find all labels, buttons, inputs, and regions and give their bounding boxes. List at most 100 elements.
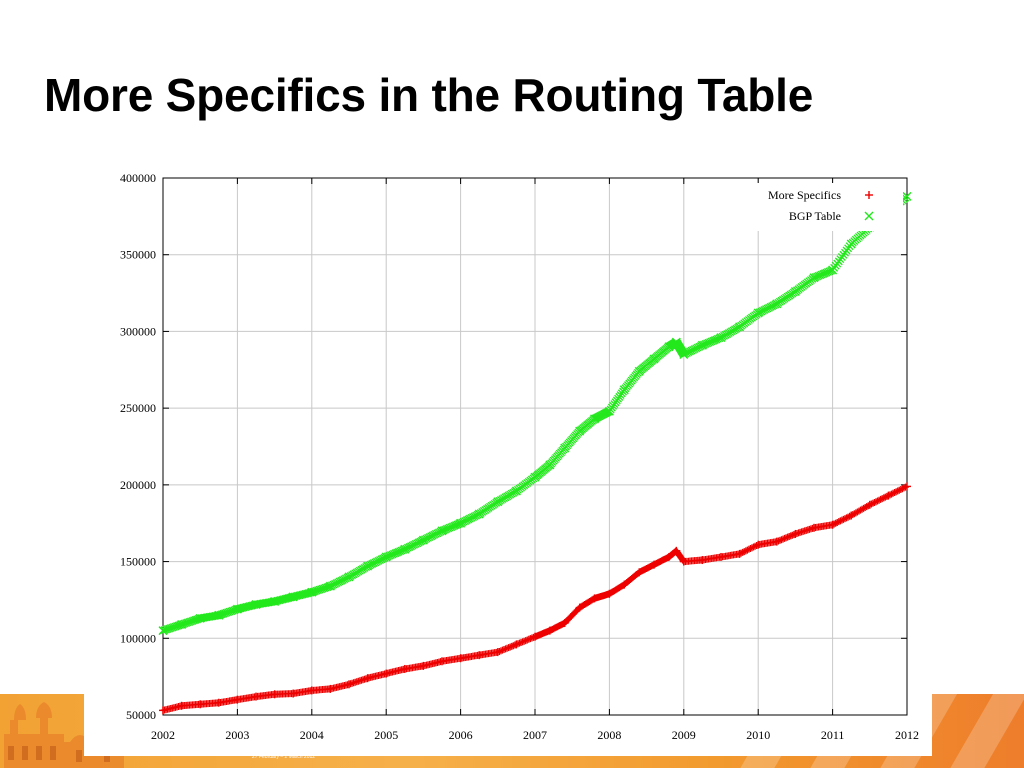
data-point bbox=[177, 701, 186, 710]
data-point bbox=[884, 491, 893, 500]
data-point bbox=[531, 632, 539, 641]
data-point bbox=[345, 680, 353, 689]
data-point bbox=[326, 684, 335, 693]
data-point bbox=[159, 706, 167, 715]
data-point bbox=[214, 698, 223, 707]
x-tick-label: 2012 bbox=[895, 728, 919, 742]
data-point bbox=[512, 640, 521, 649]
x-tick-label: 2005 bbox=[374, 728, 398, 742]
legend-marker bbox=[865, 191, 873, 199]
data-point bbox=[545, 626, 554, 635]
data-point bbox=[809, 273, 819, 283]
legend-background bbox=[727, 183, 903, 231]
legend-marker bbox=[864, 211, 874, 221]
data-point bbox=[672, 546, 681, 555]
data-point bbox=[307, 587, 317, 597]
data-point bbox=[475, 651, 484, 660]
data-point bbox=[604, 406, 614, 416]
series-trace bbox=[159, 193, 910, 635]
data-point bbox=[575, 603, 584, 612]
y-tick-label: 250000 bbox=[120, 401, 156, 415]
data-point bbox=[716, 333, 726, 343]
data-point bbox=[419, 661, 428, 670]
routing-table-chart: 2002 2003 2004 2005 2006 2007 2008 2009 2010 2011… bbox=[120, 171, 919, 742]
data-point bbox=[810, 523, 818, 532]
data-point bbox=[590, 594, 599, 603]
data-point bbox=[664, 342, 674, 352]
data-point bbox=[828, 520, 837, 529]
data-point bbox=[177, 619, 187, 629]
x-tick-label: 2007 bbox=[523, 728, 547, 742]
data-point bbox=[456, 518, 466, 528]
data-point bbox=[511, 486, 521, 496]
data-point bbox=[325, 581, 335, 591]
legend-label-more-specifics: More Specifics bbox=[768, 188, 841, 202]
data-point bbox=[195, 613, 205, 623]
data-point bbox=[400, 664, 409, 673]
data-point bbox=[772, 299, 782, 309]
legend: More Specifics BGP Table bbox=[727, 183, 903, 231]
data-point bbox=[679, 557, 688, 566]
y-tick-label: 100000 bbox=[120, 631, 156, 645]
data-point bbox=[560, 618, 569, 627]
data-point bbox=[649, 354, 659, 364]
data-point bbox=[474, 509, 484, 519]
data-point bbox=[635, 568, 644, 577]
data-point bbox=[232, 604, 242, 614]
data-point bbox=[400, 544, 410, 554]
y-tick-label: 400000 bbox=[120, 171, 156, 185]
data-point bbox=[214, 610, 224, 620]
data-point bbox=[634, 366, 644, 376]
data-point bbox=[363, 561, 373, 571]
y-tick-label: 350000 bbox=[120, 248, 156, 262]
x-tick-label: 2006 bbox=[449, 728, 473, 742]
data-point bbox=[865, 500, 874, 509]
data-point bbox=[619, 385, 629, 395]
data-point bbox=[754, 540, 763, 549]
data-point bbox=[560, 443, 570, 453]
data-point bbox=[456, 654, 465, 663]
series-trace-path bbox=[159, 193, 910, 635]
data-point bbox=[671, 337, 681, 347]
data-point bbox=[753, 308, 763, 318]
data-point bbox=[545, 460, 555, 470]
data-point bbox=[679, 349, 689, 359]
data-point bbox=[363, 674, 372, 683]
data-point bbox=[698, 556, 707, 565]
x-tick-label: 2002 bbox=[151, 728, 175, 742]
x-tick-label: 2004 bbox=[300, 728, 324, 742]
chart-panel: 2002 2003 2004 2005 2006 2007 2008 2009 2010 2011… bbox=[84, 160, 932, 756]
data-point bbox=[697, 340, 707, 350]
data-point bbox=[493, 497, 503, 507]
data-point bbox=[717, 552, 725, 561]
data-point bbox=[772, 537, 781, 546]
data-point bbox=[846, 239, 856, 249]
data-point bbox=[288, 592, 298, 602]
data-point bbox=[903, 482, 911, 491]
x-tick-label: 2003 bbox=[225, 728, 249, 742]
data-point bbox=[307, 686, 316, 695]
x-tick-label: 2011 bbox=[821, 728, 845, 742]
data-point bbox=[270, 596, 280, 606]
data-point bbox=[605, 589, 614, 598]
data-point bbox=[791, 529, 800, 538]
data-point bbox=[252, 692, 260, 701]
footer-date: 27 February – 2 March 2012 bbox=[252, 754, 316, 760]
data-point bbox=[590, 414, 600, 424]
data-point bbox=[344, 572, 354, 582]
data-point bbox=[251, 600, 261, 610]
data-point bbox=[196, 700, 205, 709]
data-point bbox=[437, 526, 447, 536]
data-point bbox=[902, 191, 912, 201]
data-point bbox=[381, 552, 391, 562]
data-point bbox=[735, 322, 745, 332]
data-point bbox=[735, 549, 744, 558]
data-point bbox=[289, 689, 298, 698]
data-point bbox=[270, 690, 279, 699]
data-point bbox=[418, 535, 428, 545]
x-tick-label: 2009 bbox=[672, 728, 696, 742]
x-tick-label: 2008 bbox=[597, 728, 621, 742]
data-point bbox=[664, 552, 673, 561]
data-point bbox=[233, 695, 242, 704]
data-point bbox=[438, 657, 446, 666]
